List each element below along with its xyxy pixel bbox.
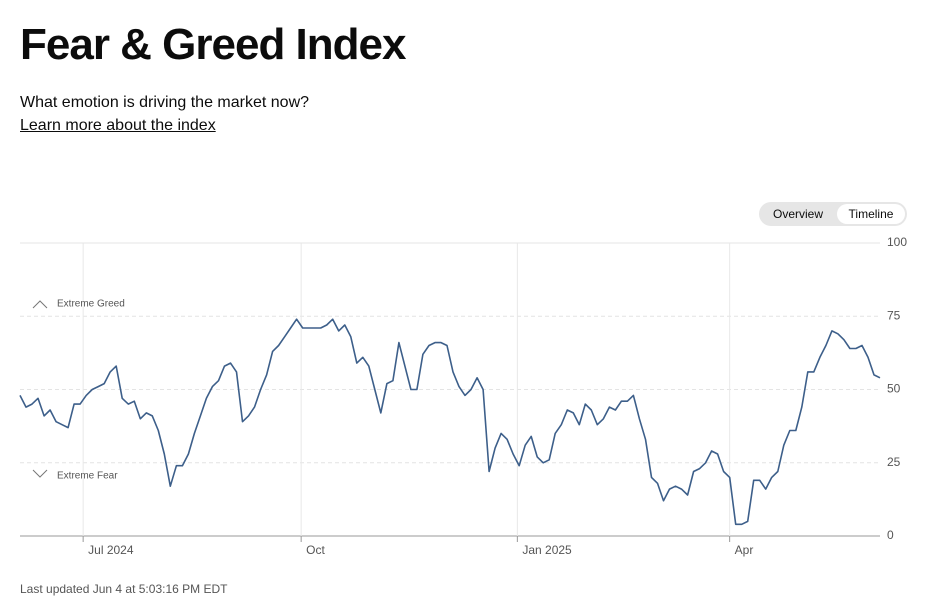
timeline-tab[interactable]: Timeline: [837, 204, 905, 224]
chart: 0 25 50 75 100 Jul 2024 Oct Jan 2025 Apr Extreme …: [19, 235, 907, 557]
annotation: Extreme Greed: [57, 299, 125, 310]
y-tick-label: 50: [887, 382, 901, 396]
annotation: Extreme Fear: [57, 471, 118, 482]
page-title: Fear & Greed Index: [20, 20, 406, 69]
y-tick-label: 25: [887, 455, 901, 469]
fear-chevron: [32, 469, 48, 478]
y-tick-label: 75: [887, 308, 901, 322]
x-tick-label: Apr: [735, 543, 754, 557]
y-tick-label: 0: [887, 528, 894, 542]
view-toggle: Overview Timeline: [759, 202, 907, 226]
last-updated: Last updated Jun 4 at 5:03:16 PM EDT: [20, 582, 228, 596]
index-line: [19, 318, 881, 526]
x-tick-label: Jul 2024: [88, 543, 134, 557]
x-tick-label: Jan 2025: [522, 543, 572, 557]
x-tick-label: Oct: [306, 543, 325, 557]
greed-chevron: [32, 300, 48, 309]
y-tick-label: 100: [887, 235, 907, 249]
learn-more-link[interactable]: Learn more about the index: [20, 117, 216, 134]
overview-tab[interactable]: Overview: [772, 207, 823, 221]
subtitle: What emotion is driving the market now?: [20, 94, 310, 111]
